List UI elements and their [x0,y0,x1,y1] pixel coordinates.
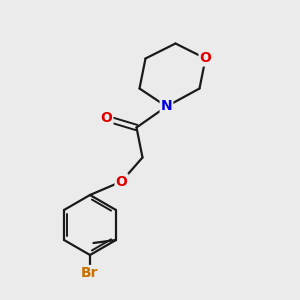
Text: O: O [200,52,211,65]
Text: O: O [116,175,128,188]
Text: O: O [100,112,112,125]
Text: Br: Br [81,266,99,280]
Text: N: N [161,100,172,113]
